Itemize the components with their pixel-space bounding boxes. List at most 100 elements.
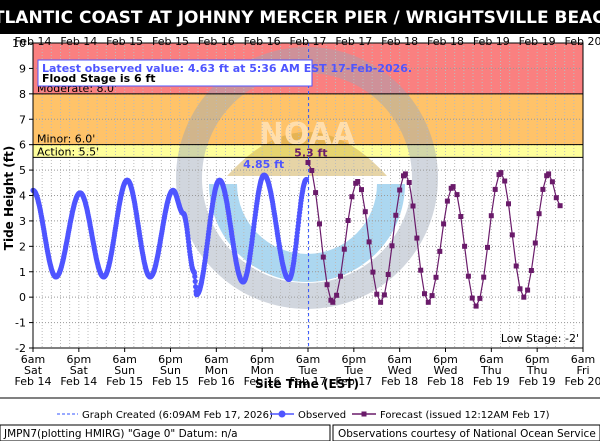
bottom-tick-label: Feb 16 [244,375,281,388]
watermark-logo-text: NOAA [259,117,356,152]
forecast-point [389,243,395,249]
peak-labels: 4.85 ft 5.3 ft [243,146,327,170]
y-axis-label: Tide Height (ft) [2,146,16,250]
forecast-point [381,292,387,298]
forecast-point [313,190,319,196]
forecast-point [338,273,343,279]
legend-observed: Observed [298,410,346,421]
forecast-point [378,299,384,305]
bottom-tick-label: Feb 15 [106,375,143,388]
y-tick-label: 8 [19,88,26,101]
stage-label-1: Minor: 6.0' [37,133,95,146]
bottom-tick-label: Feb 18 [381,375,418,388]
top-tick-label: Feb 15 [152,35,189,48]
forecast-point [385,272,391,277]
forecast-point [402,171,408,177]
top-tick-label: Feb 14 [60,35,97,48]
forecast-point [433,274,439,280]
y-tick-label: 10 [12,37,26,50]
observed-point [192,273,198,280]
stage-label-2: Action: 5.5' [37,145,99,158]
top-axis-labels: Feb 14 Feb 14 Feb 15 Feb 15 Feb 16 Feb 16 Feb … [15,35,600,48]
y-tick-label: -1 [15,317,26,330]
bottom-tick-label: Feb 19 [473,375,510,388]
peak-label-0: 4.85 ft [243,158,284,171]
legend-forecast-marker [361,411,367,417]
y-tick-label: 0 [19,291,26,304]
bottom-tick-label: Feb 14 [60,375,97,388]
bottom-tick-label: Sat [70,364,89,377]
forecast-point [525,287,531,293]
bottom-tick-label: 6am [204,353,228,366]
bottom-tick-label: Feb 17 [290,375,327,388]
forecast-point [462,243,468,249]
forecast-point [465,273,471,279]
footer-left-box [0,424,331,441]
forecast-point [393,212,399,218]
y-tick-label: -2 [15,342,26,355]
legend-forecast: Forecast (issued 12:12AM Feb 17) [380,410,550,421]
forecast-point [521,294,527,300]
forecast-point [370,269,376,275]
bottom-tick-label: Wed [434,364,458,377]
forecast-point [334,292,340,298]
forecast-point [540,186,546,192]
bottom-tick-label: 6am [112,353,136,366]
y-tick-label: 7 [19,113,26,126]
forecast-point [450,184,456,190]
bottom-tick-label: Feb 16 [198,375,235,388]
flood-stage-text: Flood Stage is 6 ft [42,72,156,85]
forecast-point [330,299,336,305]
bottom-tick-label: 6pm [433,353,458,366]
top-tick-label: Feb 18 [381,35,418,48]
forecast-point [406,180,412,185]
bottom-tick-label: 6am [21,353,45,366]
forecast-point [488,213,494,219]
y-tick-label: 9 [19,62,26,75]
forecast-point [429,293,435,299]
forecast-point [458,214,464,219]
forecast-point [557,203,563,209]
watermark-bird [227,132,387,176]
bottom-tick-label: Sun [160,364,181,377]
bottom-tick-label: Thu [480,364,502,377]
bottom-tick-label: 6am [479,353,503,366]
forecast-point [320,254,326,260]
observed-point [303,176,310,183]
bottom-tick-label: Sun [114,364,135,377]
observed-series [30,172,310,298]
forecast-point [374,291,380,297]
forecast-point [509,232,515,238]
chart-title: ATLANTIC COAST AT JOHNNY MERCER PIER / W… [0,8,600,28]
forecast-point [553,195,559,201]
top-tick-label: Feb 14 [15,35,52,48]
forecast-series [305,160,563,309]
legend-graph-created: Graph Created (6:09AM Feb 17, 2026) [82,410,273,421]
y-tick-label: 6 [19,139,26,152]
bottom-tick-label: Wed [388,364,412,377]
latest-observed-text: Latest observed value: 4.63 ft at 5:36 A… [42,62,412,75]
title-bar [0,0,600,34]
y-tick-label: 5 [19,164,26,177]
forecast-point [492,186,498,192]
top-tick-label: Feb 19 [519,35,556,48]
top-tick-label: Feb 15 [106,35,143,48]
forecast-point [517,286,523,292]
forecast-point [425,299,431,305]
forecast-point [414,235,420,241]
top-tick-label: Feb 18 [427,35,464,48]
forecast-point [473,303,479,309]
forecast-point [397,187,403,193]
forecast-point [444,198,450,204]
forecast-point [362,209,368,215]
peak-label-1: 5.3 ft [294,146,327,159]
bottom-tick-label: Mon [205,364,228,377]
forecast-point [441,221,447,227]
footer-right-box [332,424,600,441]
y-tick-label: 3 [19,215,26,228]
top-tick-label: Feb 17 [335,35,372,48]
footer-left-text: JMPN7(plotting HMIRG) "Gage 0" Datum: n/… [3,428,238,440]
forecast-point [309,168,315,173]
forecast-point [359,187,364,193]
